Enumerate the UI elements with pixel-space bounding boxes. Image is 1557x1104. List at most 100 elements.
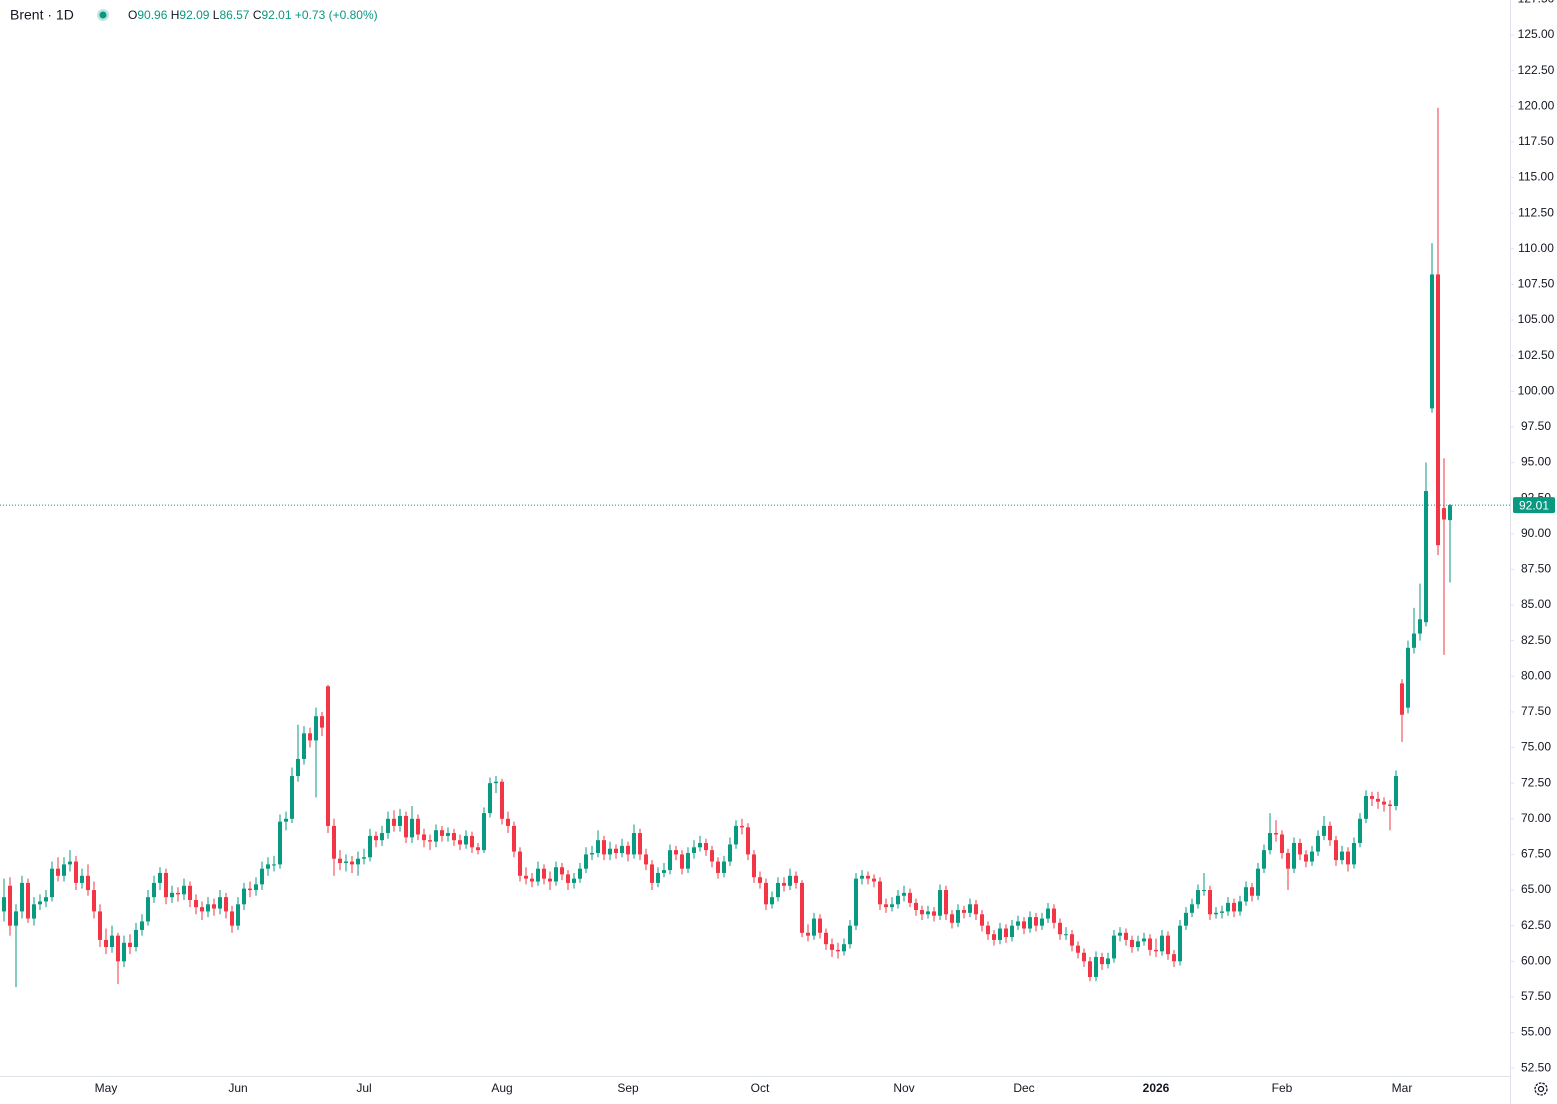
x-tick-label: Aug <box>491 1081 512 1095</box>
candle-body <box>98 911 102 940</box>
candle-body <box>182 885 186 895</box>
x-tick-label: Dec <box>1013 1081 1034 1095</box>
candle-body <box>200 907 204 912</box>
candle-body <box>44 897 48 902</box>
candle-body <box>692 847 696 853</box>
candle-body <box>380 833 384 841</box>
candle-body <box>848 925 852 945</box>
candle-body <box>194 900 198 908</box>
candle-body <box>458 840 462 845</box>
candle-body <box>1154 949 1158 952</box>
candle-body <box>1094 957 1098 977</box>
settings-icon[interactable] <box>1534 1082 1548 1096</box>
y-tick-label: 125.00 <box>1518 27 1555 41</box>
candle-body <box>1382 801 1386 805</box>
candle-body <box>914 902 918 910</box>
candle-body <box>626 845 630 855</box>
x-tick-label: Jun <box>228 1081 247 1095</box>
candle-body <box>1268 833 1272 851</box>
candle-body <box>1412 633 1416 648</box>
gear-outline[interactable] <box>1534 1082 1548 1096</box>
y-tick-label: 77.50 <box>1521 704 1551 718</box>
candle-body <box>1304 854 1308 862</box>
candle-body <box>854 878 858 926</box>
candle-body <box>842 944 846 952</box>
candle-body <box>1334 840 1338 861</box>
candle-body <box>56 868 60 876</box>
ohlc-label: O <box>128 8 137 22</box>
candle-body <box>872 878 876 882</box>
candle-body <box>152 882 156 898</box>
candle-body <box>980 914 984 926</box>
candle-body <box>920 909 924 915</box>
candle-body <box>638 833 642 855</box>
candle-body <box>1358 818 1362 844</box>
candle-body <box>1244 887 1248 902</box>
candle-body <box>1250 887 1254 896</box>
gear-center[interactable] <box>1537 1085 1545 1093</box>
last-price-label: 92.01 <box>1519 498 1549 512</box>
x-tick-label: Jul <box>356 1081 371 1095</box>
candle-body <box>1184 912 1188 926</box>
candle-body <box>1274 833 1278 835</box>
candle-body <box>134 929 138 948</box>
candle-body <box>950 914 954 923</box>
candle-body <box>434 830 438 842</box>
candle-body <box>26 882 30 919</box>
candle-body <box>962 909 966 913</box>
candle-body <box>608 848 612 855</box>
candle-body <box>908 892 912 903</box>
ohlc-label: H <box>171 8 180 22</box>
y-tick-label: 85.00 <box>1521 597 1551 611</box>
candle-body <box>1076 945 1080 953</box>
candle-body <box>344 861 348 863</box>
candle-body <box>368 835 372 858</box>
candle-body <box>212 904 216 909</box>
change-percent: (+0.80%) <box>329 8 378 22</box>
candle-body <box>716 861 720 873</box>
x-tick-label: 2026 <box>1143 1081 1170 1095</box>
candle-body <box>1376 798 1380 802</box>
y-tick-label: 107.50 <box>1518 277 1555 291</box>
y-tick-label: 102.50 <box>1518 348 1555 362</box>
x-tick-label: May <box>95 1081 118 1095</box>
candle-body <box>542 868 546 879</box>
candle-body <box>1142 938 1146 942</box>
candle-body <box>674 850 678 855</box>
candle-body <box>500 781 504 819</box>
candle-body <box>1040 918 1044 926</box>
candle-body <box>764 882 768 905</box>
candle-body <box>1424 491 1428 623</box>
y-tick-label: 95.00 <box>1521 455 1551 469</box>
candle-body <box>326 686 330 826</box>
candle-body <box>116 935 120 962</box>
y-tick-label: 87.50 <box>1521 562 1551 576</box>
candles <box>0 107 1510 987</box>
y-tick-label: 115.00 <box>1518 170 1554 184</box>
candle-body <box>830 944 834 950</box>
candle-body <box>866 875 870 879</box>
y-tick-label: 120.00 <box>1518 98 1555 112</box>
y-tick-label: 90.00 <box>1521 526 1551 540</box>
status-dot <box>99 11 107 19</box>
candle-body <box>206 904 210 912</box>
candle-body <box>1388 804 1392 806</box>
candle-body <box>506 818 510 826</box>
candle-body <box>290 776 294 819</box>
candle-body <box>938 890 942 916</box>
candle-body <box>602 840 606 855</box>
candle-body <box>596 840 600 853</box>
candle-body <box>266 864 270 869</box>
candle-body <box>758 877 762 883</box>
candle-body <box>122 942 126 962</box>
candle-body <box>386 818 390 834</box>
candle-body <box>572 878 576 883</box>
candle-body <box>410 818 414 838</box>
candle-body <box>1226 902 1230 912</box>
candle-body <box>1118 932 1122 936</box>
candle-body <box>422 834 426 841</box>
candle-body <box>956 909 960 923</box>
candle-body <box>248 888 252 891</box>
symbol-title: Brent · 1D <box>10 7 74 23</box>
candle-body <box>932 911 936 916</box>
